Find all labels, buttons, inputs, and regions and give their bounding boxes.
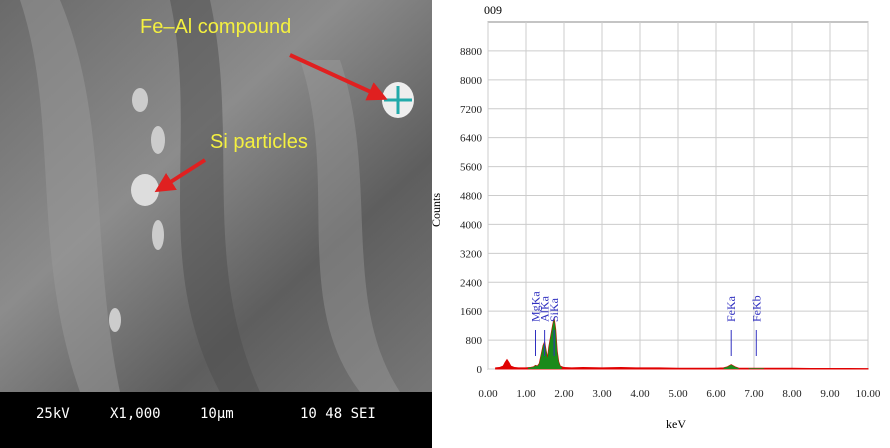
x-tick-label: 0.00 (478, 388, 498, 400)
peak-fill (496, 318, 868, 369)
y-tick-label: 8800 (460, 46, 483, 58)
micrograph: Fe–Al compound Si particles 25kV X1,000 … (0, 0, 432, 448)
y-tick-label: 4800 (460, 191, 483, 203)
y-tick-label: 8000 (460, 75, 483, 87)
y-tick-label: 7200 (460, 104, 483, 116)
y-axis-label: Counts (429, 193, 443, 227)
x-tick-label: 5.00 (668, 388, 688, 400)
annotation: Si particles (210, 131, 308, 153)
info-text: 25kV (36, 406, 70, 422)
info-text: 10μm (200, 406, 234, 422)
peak-label: FeKa (724, 295, 738, 322)
x-axis-label: keV (666, 417, 686, 431)
x-tick-label: 7.00 (744, 388, 764, 400)
info-text: 10 48 SEI (300, 406, 376, 422)
x-tick-label: 4.00 (630, 388, 650, 400)
y-tick-label: 5600 (460, 162, 483, 174)
y-tick-label: 6400 (460, 133, 483, 145)
x-tick-label: 8.00 (782, 388, 802, 400)
y-tick-label: 0 (477, 364, 483, 376)
annotation: Fe–Al compound (140, 16, 291, 38)
y-tick-label: 4000 (460, 219, 483, 231)
chart-title: 009 (484, 3, 502, 17)
y-tick-label: 2400 (460, 277, 483, 289)
x-tick-label: 6.00 (706, 388, 726, 400)
y-tick-label: 800 (466, 335, 483, 347)
x-tick-label: 2.00 (554, 388, 574, 400)
y-tick-label: 1600 (460, 306, 483, 318)
peak-label: SiKa (547, 297, 561, 322)
x-tick-label: 1.00 (516, 388, 536, 400)
x-tick-label: 3.00 (592, 388, 612, 400)
figure: Fe–Al compound Si particles 25kV X1,000 … (0, 0, 890, 448)
info-text: X1,000 (110, 406, 161, 422)
x-tick-label: 9.00 (820, 388, 840, 400)
y-tick-label: 3200 (460, 248, 483, 260)
x-tick-label: 10.00 (856, 388, 881, 400)
peak-label: FeKb (749, 295, 763, 322)
